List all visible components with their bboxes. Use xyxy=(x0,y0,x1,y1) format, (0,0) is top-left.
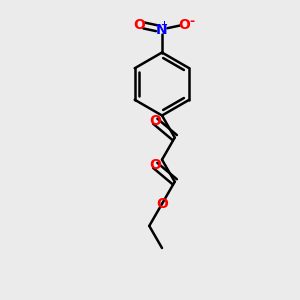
Text: +: + xyxy=(160,20,167,29)
Text: O: O xyxy=(134,18,146,32)
Text: N: N xyxy=(156,23,168,37)
Text: O: O xyxy=(156,197,168,211)
Text: O: O xyxy=(149,158,161,172)
Text: -: - xyxy=(189,15,195,28)
Text: O: O xyxy=(178,18,190,32)
Text: O: O xyxy=(149,114,161,128)
